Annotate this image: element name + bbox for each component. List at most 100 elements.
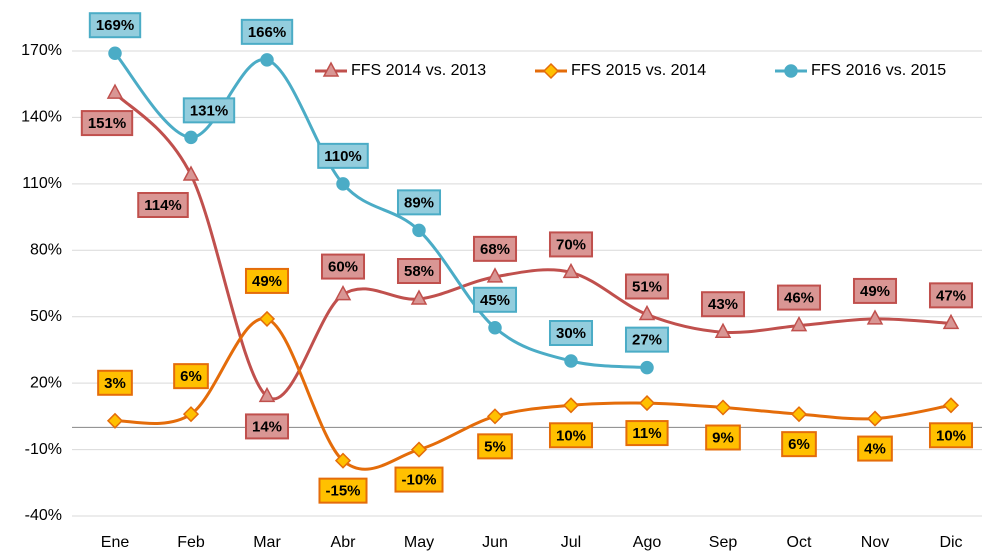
data-label-box [137, 192, 189, 218]
marker [790, 406, 808, 423]
legend-label: FFS 2014 vs. 2013 [351, 62, 486, 79]
marker [486, 267, 504, 283]
data-label: 131% [182, 97, 236, 124]
data-label: 60% [320, 253, 366, 280]
data-label: 58% [396, 258, 442, 284]
data-label-box [781, 431, 817, 458]
y-tick-label: 50% [30, 308, 62, 325]
marker [106, 412, 124, 429]
data-label: 70% [548, 231, 594, 258]
marker [640, 360, 654, 375]
data-label-box [244, 267, 290, 294]
marker [486, 408, 504, 425]
data-label-text: 9% [712, 429, 734, 446]
marker [866, 309, 884, 325]
data-label-box [244, 413, 290, 440]
marker [258, 310, 276, 327]
data-label-box [852, 277, 898, 304]
data-label: 114% [137, 192, 189, 218]
data-label-box [88, 12, 142, 39]
y-tick-label: 140% [21, 109, 62, 126]
data-label: -10% [394, 466, 444, 493]
data-label: 6% [781, 431, 817, 458]
marker [106, 83, 124, 99]
marker [942, 397, 960, 414]
data-label-text: 10% [936, 427, 966, 444]
data-label-box [928, 422, 974, 449]
data-label-text: 10% [556, 427, 586, 444]
marker [488, 321, 502, 335]
data-label-box [396, 258, 442, 284]
data-label: 46% [776, 284, 822, 311]
data-label: 6% [173, 363, 209, 390]
data-label-box [182, 97, 236, 124]
data-label-box [928, 282, 974, 309]
marker [108, 46, 122, 60]
legend-marker [784, 64, 798, 78]
data-label: 169% [88, 12, 142, 39]
data-label-text: 6% [180, 368, 202, 385]
data-label: 49% [244, 267, 290, 294]
data-label-text: 60% [328, 259, 358, 276]
x-tick-label: Oct [787, 534, 812, 551]
legend-label: FFS 2016 vs. 2015 [811, 62, 946, 79]
y-tick-label: 110% [22, 175, 62, 192]
data-label-text: 27% [632, 332, 662, 349]
data-label-box [394, 466, 444, 493]
marker [182, 165, 200, 181]
data-label-text: 58% [404, 263, 434, 280]
data-label: 30% [548, 320, 594, 346]
marker [638, 304, 656, 321]
data-label-text: 3% [104, 375, 126, 392]
x-tick-label: Nov [861, 534, 889, 551]
y-tick-label: 80% [30, 242, 62, 259]
data-label-box [624, 273, 670, 300]
data-label-text: 169% [96, 17, 134, 34]
data-label: 3% [97, 369, 133, 396]
marker [258, 386, 276, 403]
marker [714, 322, 732, 338]
x-tick-label: Feb [177, 534, 205, 551]
marker [714, 399, 732, 416]
marker [866, 410, 884, 427]
data-label-text: 43% [708, 296, 738, 313]
data-label-text: 131% [190, 102, 228, 119]
series-line [113, 92, 952, 401]
data-label-box [240, 18, 294, 45]
data-label: 11% [625, 420, 669, 447]
data-label-box [318, 477, 368, 504]
data-label-text: 49% [860, 283, 890, 300]
data-label-text: 6% [788, 436, 810, 453]
data-label-box [700, 291, 746, 318]
data-label-text: 45% [480, 292, 510, 309]
data-label-text: 4% [864, 441, 886, 458]
marker [562, 397, 580, 414]
x-tick-label: Sep [709, 534, 738, 551]
data-label-text: 14% [252, 418, 282, 435]
x-tick-label: Ene [101, 534, 130, 551]
data-label: 49% [852, 277, 898, 304]
marker [182, 406, 200, 423]
y-tick-label: -10% [25, 441, 62, 458]
legend-label: FFS 2015 vs. 2014 [571, 62, 706, 79]
data-label-box [857, 435, 893, 462]
data-label: 5% [477, 433, 513, 460]
data-label-text: 47% [936, 287, 966, 304]
data-label-text: 70% [556, 236, 586, 253]
y-tick-label: -40% [25, 507, 62, 524]
data-label-text: 51% [632, 278, 662, 295]
marker [334, 284, 352, 301]
data-label-box [97, 369, 133, 396]
data-label: 14% [244, 413, 290, 440]
legend-marker [542, 62, 560, 80]
marker [410, 289, 428, 305]
data-label-box [705, 424, 741, 451]
data-label-box [548, 320, 594, 346]
data-label-box [396, 189, 442, 216]
x-tick-label: May [404, 534, 434, 551]
marker [412, 223, 426, 238]
data-label-box [320, 253, 366, 280]
data-label-box [472, 235, 518, 262]
data-label-box [80, 110, 134, 137]
